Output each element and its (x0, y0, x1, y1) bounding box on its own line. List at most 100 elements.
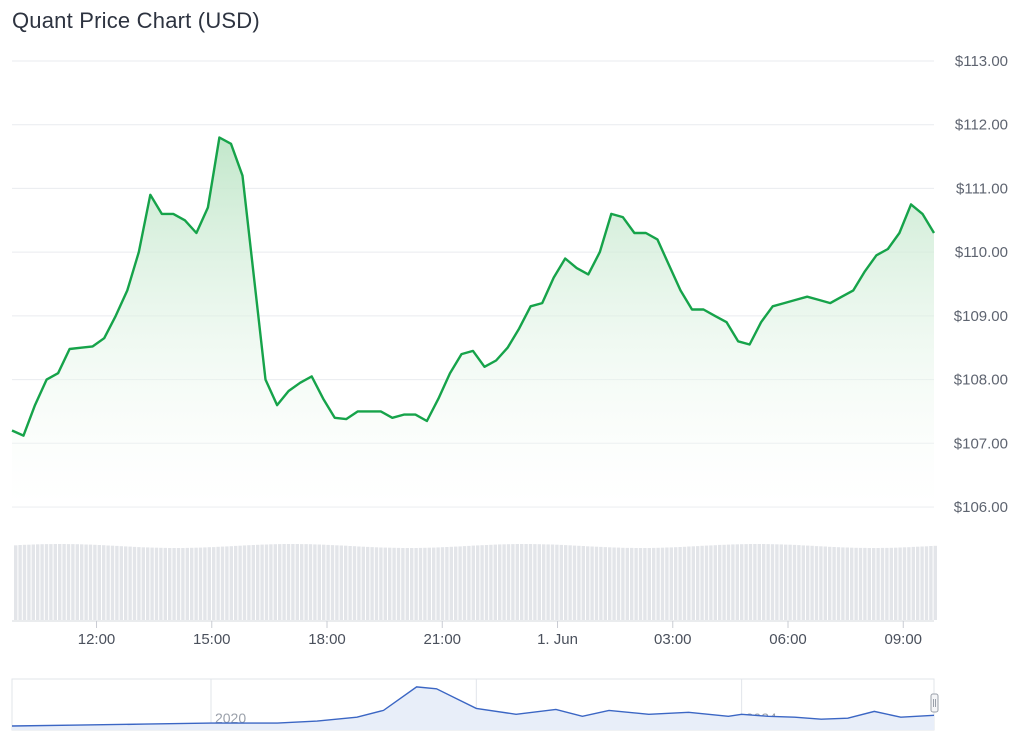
volume-bar (511, 544, 515, 620)
volume-bar (586, 546, 590, 620)
volume-bar (264, 544, 269, 620)
volume-bar (577, 545, 581, 620)
navigator-line (11, 686, 935, 727)
volume-bar (876, 548, 880, 620)
volume-bar (304, 544, 308, 620)
volume-bar (110, 545, 115, 620)
volume-bar (748, 544, 753, 620)
volume-bar (207, 547, 211, 620)
volume-bar (559, 544, 563, 620)
volume-bar (502, 544, 506, 620)
volume-bar (80, 544, 84, 620)
y-tick-label: $112.00 (955, 117, 1008, 134)
volume-bar (313, 544, 317, 620)
volume-bar (726, 544, 731, 620)
volume-bar (115, 545, 119, 620)
chart-title: Quant Price Chart (USD) (12, 8, 260, 33)
volume-bar (238, 545, 242, 620)
volume-bar (49, 544, 53, 620)
navigator-handle[interactable] (930, 693, 939, 713)
volume-bar (647, 548, 651, 620)
volume-bar (599, 546, 603, 620)
y-tick-label: $113.00 (955, 53, 1008, 70)
volume-bar (93, 544, 97, 620)
navigator-year-label: 2020 (215, 710, 246, 726)
volume-bar (388, 547, 392, 620)
volume-bar (854, 547, 858, 620)
volume-bar (176, 548, 181, 620)
volume-bar (669, 547, 673, 620)
volume-bar (128, 546, 132, 620)
volume-bar (159, 547, 163, 620)
volume-bar (458, 546, 462, 620)
volume-bar (163, 547, 167, 620)
volume-bar (704, 545, 709, 620)
volume-bar (810, 545, 814, 620)
volume-bar (141, 547, 145, 620)
volume-bar (678, 547, 682, 620)
volume-bar (190, 547, 194, 620)
volume-bar (282, 544, 286, 620)
volume-bar (181, 548, 185, 620)
price-line[interactable] (11, 136, 936, 437)
volume-bar (295, 544, 299, 620)
volume-bar (515, 544, 519, 620)
volume-bar (603, 547, 607, 620)
volume-bar (665, 547, 669, 620)
volume-bar (792, 544, 797, 620)
volume-bar (427, 547, 431, 620)
volume-bar (374, 547, 379, 620)
volume-bar (863, 547, 867, 620)
volume-bar (713, 545, 717, 620)
volume-bar (44, 544, 49, 620)
volume-bar (225, 546, 229, 620)
volume-bar (124, 546, 128, 620)
volume-bar (366, 546, 370, 620)
volume-bar (911, 546, 915, 620)
volume-bar (467, 545, 471, 620)
volume-bar (524, 544, 528, 620)
volume-bar (572, 545, 577, 620)
volume-bar (58, 544, 62, 620)
volume-bar (194, 547, 198, 620)
volume-bar (493, 544, 497, 620)
x-tick-label: 15:00 (193, 631, 231, 648)
volume-bar (480, 545, 484, 620)
volume-bar (520, 544, 524, 620)
volume-bar (735, 544, 739, 620)
x-tick-label: 12:00 (78, 631, 116, 648)
volume-bar (898, 547, 902, 620)
volume-bar (832, 547, 836, 620)
navigator-area (12, 686, 934, 730)
volume-bar (423, 547, 427, 620)
volume-bar (212, 547, 216, 620)
volume-bar (907, 547, 911, 620)
volume-bar (476, 545, 480, 620)
volume-bar (383, 547, 387, 620)
volume-bar (414, 548, 418, 620)
volume-bar (322, 544, 326, 620)
navigator[interactable]: 202020222024 (11, 678, 939, 731)
volume-bar (757, 544, 761, 620)
volume-bar (27, 544, 31, 620)
volume-bar (867, 548, 871, 620)
volume-bar (889, 547, 893, 620)
volume-bar (379, 547, 383, 620)
volume-bar (643, 548, 647, 620)
volume-bar (766, 544, 770, 620)
volume-bar (66, 544, 71, 620)
y-axis-labels: $106.00 $107.00 $108.00 $109.00 $110.00 $111.… (954, 53, 1008, 516)
volume-bar (370, 547, 374, 620)
volume-bar (801, 545, 805, 620)
volume-bar (71, 544, 75, 620)
volume-bar (731, 544, 735, 620)
volume-bar (823, 546, 827, 620)
x-tick-label: 1. Jun (537, 631, 578, 648)
volume-bar (836, 547, 841, 620)
x-axis-labels: 12:00 15:00 18:00 21:00 1. Jun 03:00 06:00 09:0… (78, 621, 922, 648)
volume-bar (691, 546, 695, 620)
volume-bar (700, 545, 704, 620)
volume-bar (22, 544, 27, 620)
volume-bar (775, 544, 779, 620)
